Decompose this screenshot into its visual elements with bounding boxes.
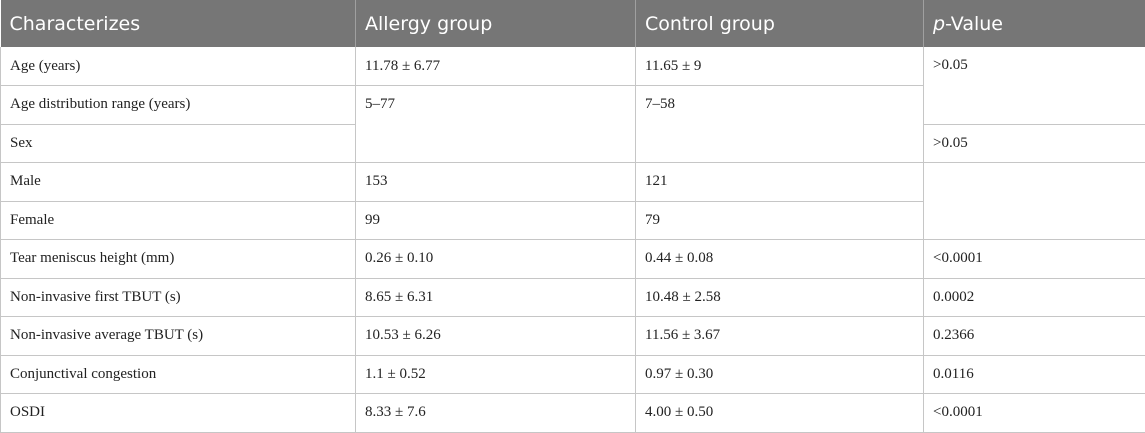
control-value: 11.56 ± 3.67 bbox=[635, 316, 924, 356]
table-row: Non-invasive average TBUT (s) 10.53 ± 6.… bbox=[0, 316, 1145, 356]
table-body: Age (years) 11.78 ± 6.77 11.65 ± 9 >0.05… bbox=[0, 47, 1145, 433]
control-value: 10.48 ± 2.58 bbox=[635, 277, 924, 317]
row-label: Sex bbox=[0, 123, 356, 163]
control-value: 4.00 ± 0.50 bbox=[635, 393, 924, 433]
allergy-value: 99 bbox=[355, 200, 636, 240]
p-value: 0.0116 bbox=[923, 354, 1145, 394]
table-row: Non-invasive first TBUT (s) 8.65 ± 6.31 … bbox=[0, 277, 1145, 317]
control-value: 121 bbox=[635, 162, 924, 202]
table-row: Male 153 121 bbox=[0, 162, 1145, 240]
header-p-rest: -Value bbox=[945, 12, 1003, 35]
row-label: Age distribution range (years) bbox=[0, 85, 356, 125]
allergy-value: 5–77 bbox=[355, 85, 636, 163]
p-value: <0.0001 bbox=[923, 239, 1145, 279]
control-value: 7–58 bbox=[635, 85, 924, 163]
row-label: Male bbox=[0, 162, 356, 202]
p-value: >0.05 bbox=[923, 123, 1145, 163]
allergy-value: 0.26 ± 0.10 bbox=[355, 239, 636, 279]
row-label: Age (years) bbox=[0, 47, 356, 86]
row-label: Non-invasive first TBUT (s) bbox=[0, 277, 356, 317]
control-value: 79 bbox=[635, 200, 924, 240]
allergy-value: 8.65 ± 6.31 bbox=[355, 277, 636, 317]
header-p-italic: p bbox=[933, 12, 946, 35]
row-label: Conjunctival congestion bbox=[0, 354, 356, 394]
row-label: Tear meniscus height (mm) bbox=[0, 239, 356, 279]
table-row: Tear meniscus height (mm) 0.26 ± 0.10 0.… bbox=[0, 239, 1145, 279]
p-value: >0.05 bbox=[923, 47, 1145, 125]
header-row: Characterizes Allergy group Control grou… bbox=[0, 0, 1145, 47]
allergy-value: 8.33 ± 7.6 bbox=[355, 393, 636, 433]
row-label: Non-invasive average TBUT (s) bbox=[0, 316, 356, 356]
p-value-empty bbox=[923, 162, 1145, 240]
allergy-value: 1.1 ± 0.52 bbox=[355, 354, 636, 394]
header-p-value: p-Value bbox=[923, 0, 1145, 47]
control-value: 11.65 ± 9 bbox=[635, 47, 924, 86]
table-header: Characterizes Allergy group Control grou… bbox=[0, 0, 1145, 47]
table-row: Conjunctival congestion 1.1 ± 0.52 0.97 … bbox=[0, 354, 1145, 394]
header-control-group: Control group bbox=[635, 0, 924, 47]
p-value: 0.2366 bbox=[923, 316, 1145, 356]
table-row: Age (years) 11.78 ± 6.77 11.65 ± 9 >0.05 bbox=[0, 47, 1145, 125]
allergy-value: 10.53 ± 6.26 bbox=[355, 316, 636, 356]
control-value: 0.97 ± 0.30 bbox=[635, 354, 924, 394]
header-allergy-group: Allergy group bbox=[355, 0, 636, 47]
row-label: Female bbox=[0, 200, 356, 240]
control-value: 0.44 ± 0.08 bbox=[635, 239, 924, 279]
header-characterizes: Characterizes bbox=[0, 0, 356, 47]
row-label: OSDI bbox=[0, 393, 356, 433]
p-value: 0.0002 bbox=[923, 277, 1145, 317]
p-value: <0.0001 bbox=[923, 393, 1145, 433]
table-row: Sex >0.05 bbox=[0, 123, 1145, 163]
table-row: Female 99 79 bbox=[0, 200, 1145, 240]
table-row: OSDI 8.33 ± 7.6 4.00 ± 0.50 <0.0001 bbox=[0, 393, 1145, 433]
allergy-value: 153 bbox=[355, 162, 636, 202]
allergy-value: 11.78 ± 6.77 bbox=[355, 47, 636, 86]
